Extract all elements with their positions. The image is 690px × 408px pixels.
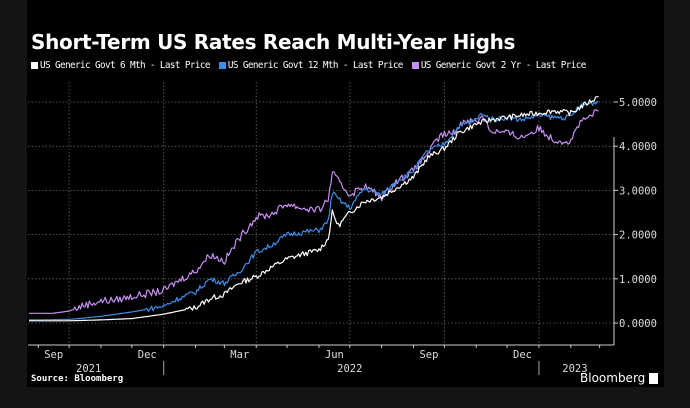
chart-panel — [27, 0, 664, 387]
x-month-label: Sep — [419, 349, 438, 361]
bloomberg-icon — [649, 372, 659, 384]
x-month-label: Dec — [513, 349, 532, 361]
x-month-label: Dec — [138, 349, 157, 361]
y-tick-label: 5.0000 — [619, 97, 657, 109]
x-month-label: Sep — [44, 349, 63, 361]
x-year-label: 2023 — [562, 363, 587, 375]
chart-title: Short-Term US Rates Reach Multi-Year Hig… — [31, 30, 516, 54]
legend-swatch-2yr — [411, 62, 419, 69]
bloomberg-logo: Bloomberg — [580, 371, 659, 385]
legend-label-12mth: US Generic Govt 12 Mth - Last Price — [227, 60, 404, 71]
x-month-label: Jun — [325, 349, 344, 361]
legend-item-6mth: US Generic Govt 6 Mth - Last Price — [31, 60, 211, 71]
brand-label: Bloomberg — [580, 371, 646, 385]
legend: US Generic Govt 6 Mth - Last Price US Ge… — [31, 60, 586, 71]
legend-label-6mth: US Generic Govt 6 Mth - Last Price — [40, 60, 211, 71]
x-year-label: 2022 — [337, 363, 362, 375]
x-year-label: 2021 — [76, 363, 101, 375]
source-note: Source: Bloomberg — [31, 374, 124, 384]
legend-swatch-12mth — [218, 62, 226, 69]
x-month-label: Mar — [230, 349, 249, 361]
y-tick-label: 1.0000 — [619, 274, 657, 286]
legend-swatch-6mth — [31, 62, 38, 69]
y-tick-label: 3.0000 — [619, 185, 657, 197]
y-tick-label: 4.0000 — [619, 141, 657, 153]
legend-label-2yr: US Generic Govt 2 Yr - Last Price — [420, 60, 587, 71]
y-tick-label: 0.0000 — [619, 318, 657, 330]
series-line-12mth — [29, 100, 599, 321]
series-line-6mth — [29, 96, 599, 322]
legend-item-2yr: US Generic Govt 2 Yr - Last Price — [411, 60, 587, 71]
y-tick-label: 2.0000 — [619, 230, 657, 242]
series-line-2yr — [29, 108, 599, 314]
legend-item-12mth: US Generic Govt 12 Mth - Last Price — [218, 60, 404, 71]
